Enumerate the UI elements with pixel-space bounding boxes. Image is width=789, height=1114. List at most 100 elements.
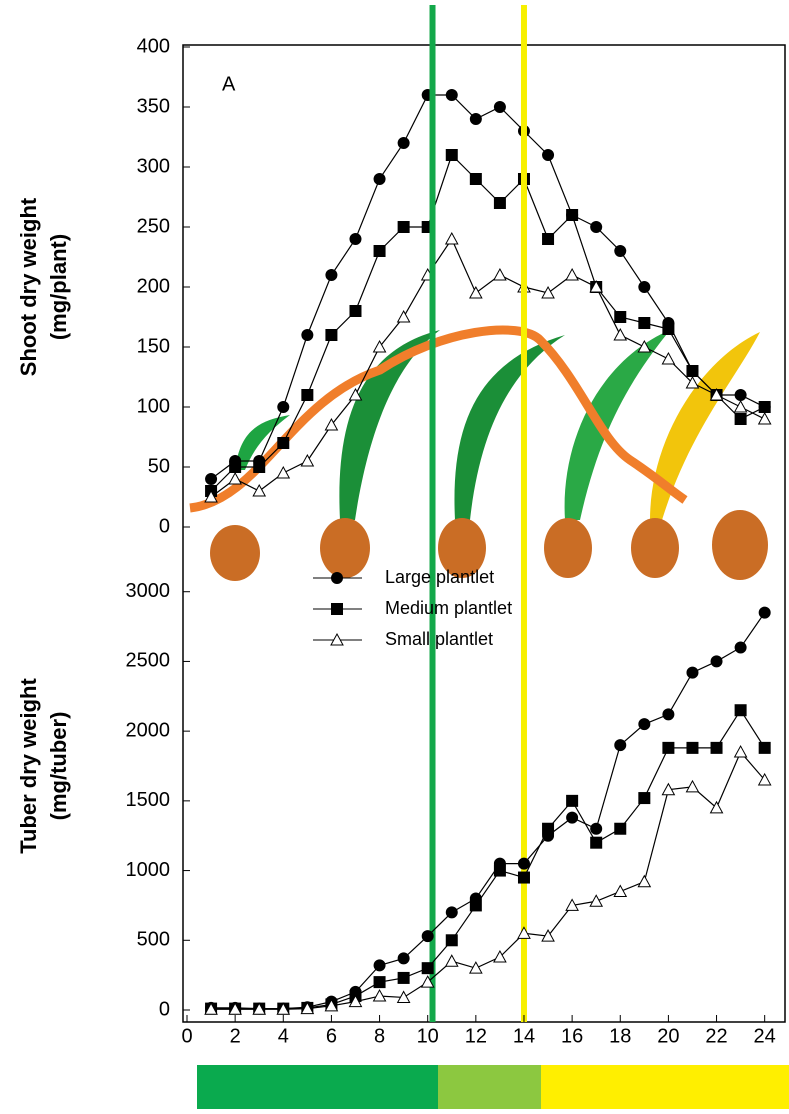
y-axis-label: Tuber dry weight [16, 678, 41, 854]
series-line [211, 709, 766, 1010]
point [396, 990, 411, 1003]
point [709, 387, 724, 401]
point [468, 961, 483, 974]
point [253, 461, 266, 473]
y-tick-label: 350 [137, 95, 170, 117]
point [613, 327, 628, 341]
plot-frame [182, 44, 786, 1023]
x-tick-label: 6 [326, 1025, 337, 1047]
point [566, 209, 579, 221]
point [638, 792, 651, 805]
point [517, 926, 531, 939]
point [373, 173, 386, 185]
point [228, 471, 242, 485]
point [590, 822, 603, 835]
point [444, 231, 459, 245]
point [445, 149, 458, 161]
point [709, 800, 724, 814]
point [300, 453, 315, 467]
point [330, 632, 344, 646]
phase-bar [541, 1065, 789, 1109]
y-tick-label: 100 [137, 395, 170, 417]
point [421, 962, 434, 975]
point [517, 871, 530, 884]
point [469, 173, 482, 185]
y-tick-label: 1500 [126, 789, 171, 811]
point [205, 473, 218, 485]
point [397, 971, 410, 984]
point [331, 603, 343, 615]
point [493, 267, 507, 281]
point [686, 365, 699, 377]
point [758, 741, 771, 754]
point [469, 113, 482, 125]
point [445, 89, 458, 101]
x-tick-label: 8 [374, 1025, 385, 1047]
point [614, 245, 627, 257]
point [372, 989, 387, 1002]
point [661, 782, 676, 796]
point [277, 401, 290, 413]
point [758, 606, 771, 619]
x-tick-label: 18 [609, 1025, 631, 1047]
point [542, 233, 555, 245]
point [662, 323, 675, 335]
x-tick-label: 0 [181, 1025, 192, 1047]
point [589, 894, 604, 907]
y-tick-label: 400 [137, 35, 170, 57]
point [445, 934, 458, 947]
point [493, 864, 506, 877]
point [685, 375, 700, 389]
y-tick-label: 250 [137, 215, 170, 237]
phase-bar [197, 1065, 438, 1109]
point [710, 741, 723, 754]
y-tick-label: 1000 [126, 859, 171, 881]
x-tick-label: 22 [705, 1025, 727, 1047]
point [421, 930, 434, 943]
point [637, 874, 652, 888]
point [734, 641, 747, 654]
point [397, 137, 410, 149]
point [542, 149, 555, 161]
point [589, 279, 604, 293]
y-tick-label: 2000 [126, 719, 171, 741]
point [734, 389, 747, 401]
series-line [210, 153, 765, 492]
legend-label: Large plantlet [385, 567, 494, 587]
y-tick-label: 0 [159, 998, 170, 1020]
point [397, 952, 410, 965]
point [565, 898, 579, 911]
point [349, 233, 362, 245]
y-axis-label: Shoot dry weight [16, 197, 41, 376]
point [662, 741, 675, 754]
point [445, 906, 458, 919]
point [613, 884, 628, 897]
point [324, 417, 339, 431]
point [493, 949, 507, 963]
y-tick-label: 3000 [126, 580, 171, 602]
point [301, 329, 314, 341]
point [397, 221, 410, 233]
point [734, 413, 747, 425]
point [444, 954, 459, 967]
point [276, 465, 291, 479]
point [373, 245, 386, 257]
y-tick-label: 300 [137, 155, 170, 177]
point [301, 389, 314, 401]
point [662, 708, 675, 721]
point [590, 221, 603, 233]
point [373, 976, 386, 989]
point [733, 399, 748, 413]
point [228, 1002, 242, 1015]
y-axis-label: (mg/plant) [46, 234, 71, 340]
y-tick-label: 0 [159, 515, 170, 537]
x-tick-label: 16 [561, 1025, 583, 1047]
x-tick-label: 24 [754, 1025, 776, 1047]
point [469, 899, 482, 912]
point [372, 339, 387, 353]
series-line [211, 612, 766, 1010]
x-tick-label: 4 [278, 1025, 289, 1047]
plant-illustration [189, 325, 768, 581]
point [324, 998, 339, 1012]
